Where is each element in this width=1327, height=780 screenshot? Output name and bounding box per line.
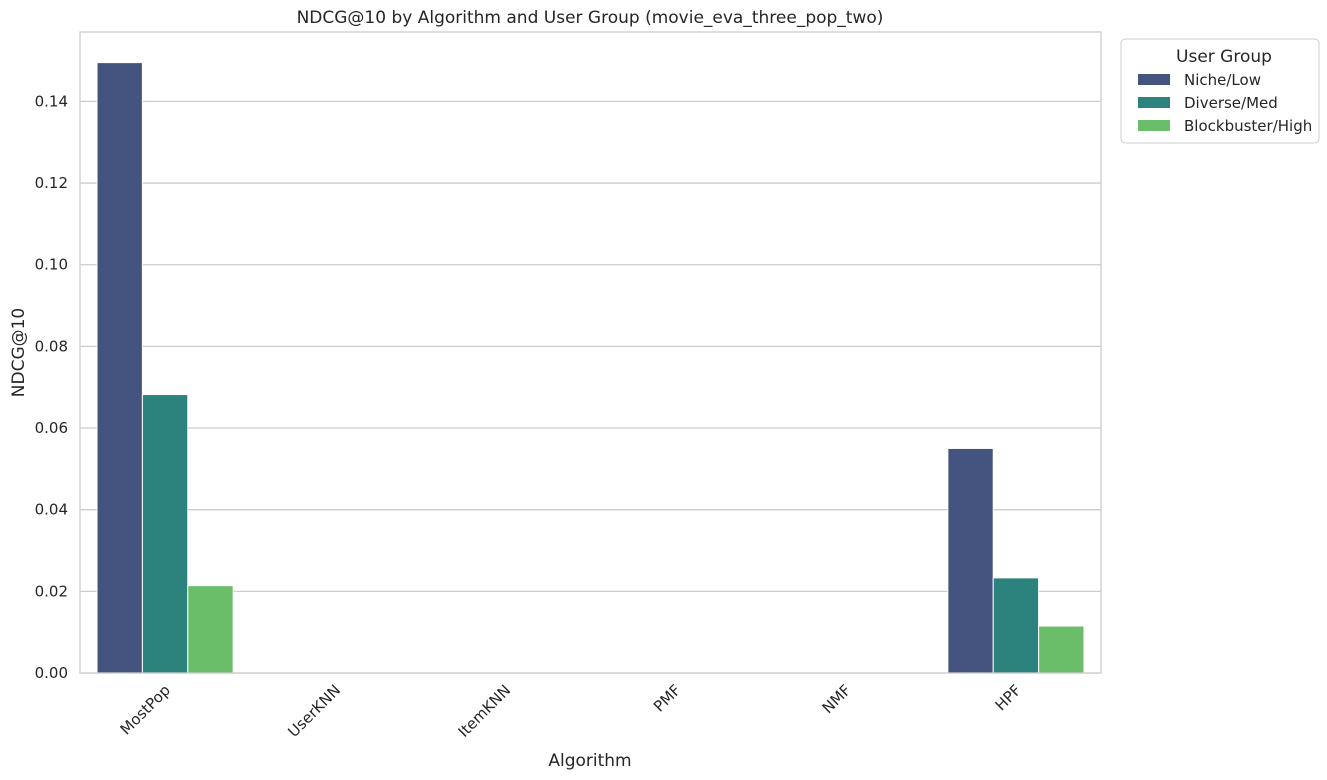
x-tick-label: MostPop	[117, 681, 174, 738]
x-tick-label: UserKNN	[284, 681, 344, 741]
legend: User Group Niche/Low Diverse/Med Blockbust…	[1120, 38, 1320, 144]
x-tick-label: ItemKNN	[455, 681, 515, 741]
legend-label: Niche/Low	[1184, 71, 1261, 89]
legend-items: Niche/Low Diverse/Med Blockbuster/High	[1138, 71, 1312, 135]
gridlines	[80, 100, 1101, 674]
bar-hpf-3	[1038, 625, 1085, 674]
legend-frame	[1120, 38, 1320, 144]
y-tick-labels: 0.00 0.02 0.04 0.06 0.08 0.10 0.12 0.14	[35, 92, 68, 682]
y-tick-label: 0.02	[35, 582, 68, 600]
bar-hpf-1	[947, 447, 994, 674]
y-tick-label: 0.04	[35, 501, 68, 519]
bar-mostpop-2	[141, 394, 189, 674]
legend-swatch	[1138, 74, 1170, 85]
x-tick-label: HPF	[992, 681, 1025, 714]
bar-mostpop-3	[187, 585, 234, 674]
y-tick-label: 0.08	[35, 337, 68, 355]
bar-mostpop-1	[96, 62, 143, 674]
bar-hpf-2	[992, 577, 1040, 674]
legend-swatch	[1138, 120, 1170, 131]
y-tick-label: 0.12	[35, 174, 68, 192]
legend-label: Diverse/Med	[1184, 94, 1278, 112]
legend-label: Blockbuster/High	[1184, 117, 1312, 135]
y-tick-label: 0.06	[35, 419, 68, 437]
y-axis-label: NDCG@10	[9, 308, 29, 397]
bars	[96, 62, 1085, 674]
legend-title: User Group	[1176, 47, 1272, 67]
x-axis-label: Algorithm	[548, 751, 631, 771]
x-tick-labels: MostPop UserKNN ItemKNN PMF NMF HPF	[117, 681, 1025, 741]
plot-frame	[79, 31, 1102, 674]
y-tick-label: 0.10	[35, 256, 68, 274]
x-tick-label: PMF	[650, 681, 684, 715]
x-tick-label: NMF	[819, 681, 855, 717]
chart-title: NDCG@10 by Algorithm and User Group (mov…	[297, 8, 884, 28]
legend-swatch	[1138, 97, 1170, 108]
y-tick-label: 0.14	[35, 92, 68, 110]
y-tick-label: 0.00	[35, 664, 68, 682]
